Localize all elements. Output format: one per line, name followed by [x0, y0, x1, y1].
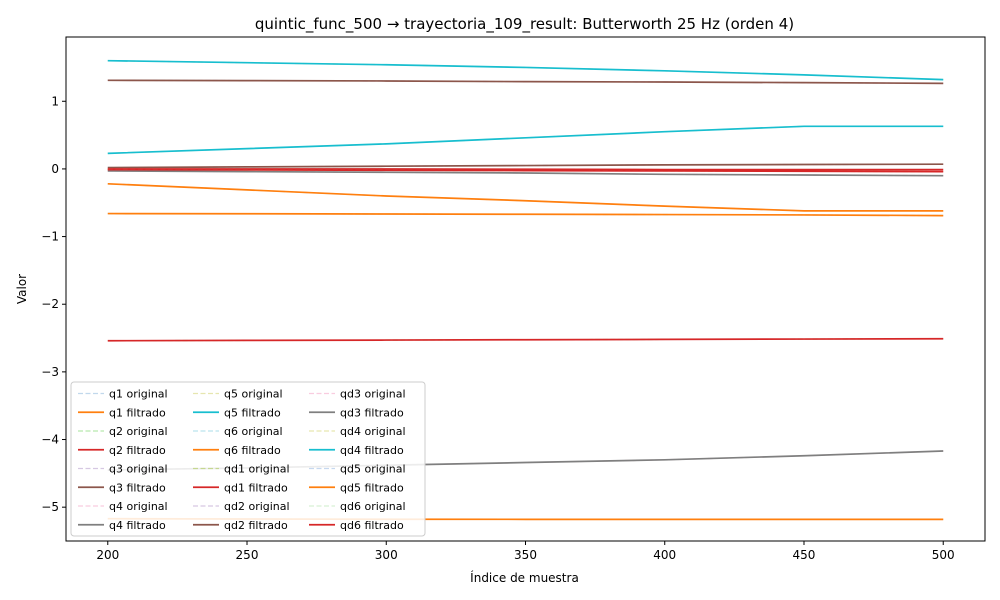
- y-tick-label: −4: [41, 433, 59, 447]
- legend-label: qd5 filtrado: [340, 481, 404, 494]
- legend-label: q1 original: [109, 388, 168, 401]
- series-line-11: [107, 212, 944, 217]
- legend-label: q3 original: [109, 463, 168, 476]
- legend-label: qd4 filtrado: [340, 444, 404, 457]
- plot-frame: [65, 36, 986, 542]
- series-line-5: [107, 79, 944, 85]
- legend-label: q1 filtrado: [109, 406, 166, 419]
- legend-label: qd6 filtrado: [340, 519, 404, 532]
- x-tick-label: 400: [653, 548, 676, 562]
- series-line-3: [107, 337, 944, 342]
- legend-box: [70, 381, 426, 537]
- series-line-8: [107, 60, 944, 81]
- y-tick-label: −2: [41, 297, 59, 311]
- legend-label: qd2 filtrado: [224, 519, 288, 532]
- legend-label: q6 original: [224, 425, 283, 438]
- series-line-19: [107, 125, 944, 155]
- legend-label: qd6 original: [340, 500, 406, 513]
- series-line-1: [107, 182, 944, 212]
- legend-label: qd2 original: [224, 500, 290, 513]
- legend-label: q5 filtrado: [224, 406, 281, 419]
- legend-label: qd3 filtrado: [340, 406, 404, 419]
- x-tick-label: 450: [793, 548, 816, 562]
- legend-label: q3 filtrado: [109, 481, 166, 494]
- x-tick-label: 200: [96, 548, 119, 562]
- y-tick-label: −3: [41, 365, 59, 379]
- series-line-15: [107, 163, 944, 169]
- y-tick-label: −5: [41, 500, 59, 514]
- legend-label: qd3 original: [340, 388, 406, 401]
- x-axis-label: Índice de muestra: [470, 570, 579, 585]
- legend-label: q4 filtrado: [109, 519, 166, 532]
- legend-label: q5 original: [224, 388, 283, 401]
- y-tick-label: 1: [51, 94, 59, 108]
- legend-label: qd4 original: [340, 425, 406, 438]
- legend-label: qd1 filtrado: [224, 481, 288, 494]
- series-line-9: [107, 59, 944, 81]
- y-tick-label: −1: [41, 230, 59, 244]
- series-line-13: [107, 168, 944, 173]
- legend-label: q4 original: [109, 500, 168, 513]
- x-tick-label: 300: [375, 548, 398, 562]
- legend-label: q2 filtrado: [109, 444, 166, 457]
- y-axis-label: Valor: [15, 274, 29, 304]
- x-axis-ticks: 200 250 300 350 400 450 500: [96, 541, 955, 562]
- y-axis-ticks: −5 −4 −3 −2 −1 0 1: [41, 94, 66, 514]
- legend: q1 original q1 filtrado q2 original q2 filt…: [70, 381, 426, 537]
- legend-label: q6 filtrado: [224, 444, 281, 457]
- legend-label: qd1 original: [224, 463, 290, 476]
- x-tick-label: 500: [932, 548, 955, 562]
- y-tick-label: 0: [51, 162, 59, 176]
- legend-label: q2 original: [109, 425, 168, 438]
- series-line-23: [107, 168, 944, 171]
- series-line-7: [107, 170, 944, 177]
- chart-title: quintic_func_500 → trayectoria_109_resul…: [255, 15, 794, 34]
- series-line-0: [107, 183, 944, 212]
- x-tick-label: 350: [514, 548, 537, 562]
- legend-label: qd5 original: [340, 463, 406, 476]
- x-tick-label: 250: [236, 548, 259, 562]
